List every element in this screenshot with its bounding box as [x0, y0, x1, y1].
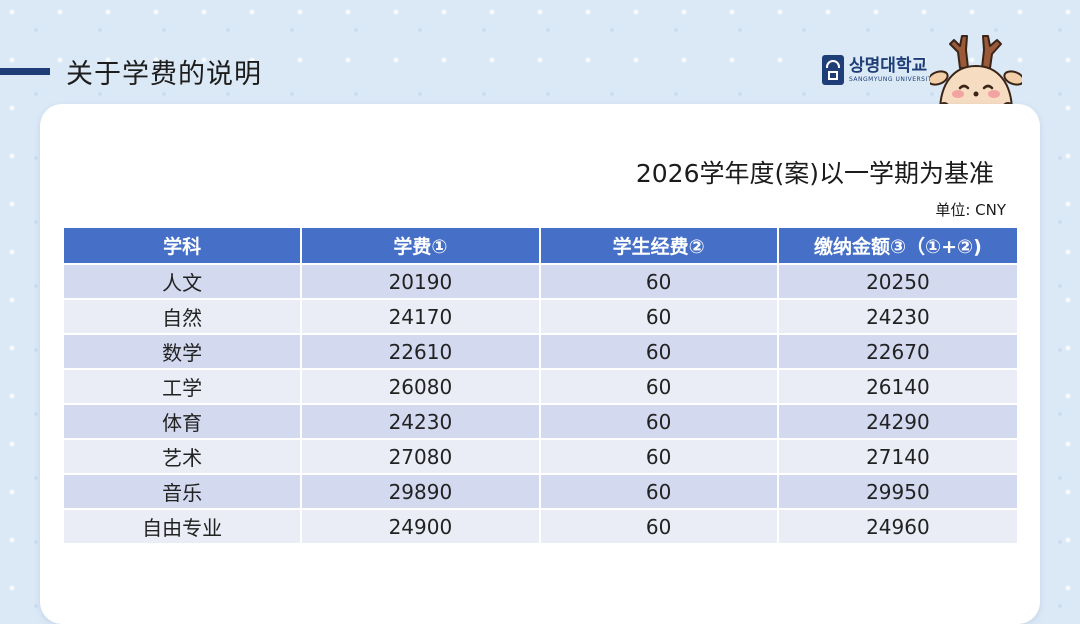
cell-tuition: 29890: [302, 473, 541, 508]
cell-major: 音乐: [64, 473, 303, 508]
cell-major: 体育: [64, 403, 303, 438]
table-row: 音乐 29890 60 29950: [64, 473, 1017, 508]
cell-tuition: 24900: [302, 508, 541, 543]
column-header-tuition: 学费①: [302, 228, 541, 263]
cell-tuition: 24230: [302, 403, 541, 438]
cell-total: 27140: [778, 438, 1017, 473]
column-header-major: 学科: [64, 228, 303, 263]
cell-tuition: 22610: [302, 333, 541, 368]
cell-major: 工学: [64, 368, 303, 403]
university-logo: 상명대학교 SANGMYUNG UNIVERSITY: [822, 55, 936, 85]
cell-student-fee: 60: [540, 368, 779, 403]
logo-text: 상명대학교 SANGMYUNG UNIVERSITY: [849, 55, 937, 83]
cell-total: 22670: [778, 333, 1017, 368]
cell-total: 20250: [778, 263, 1017, 298]
cell-major: 艺术: [64, 438, 303, 473]
cell-student-fee: 60: [540, 508, 779, 543]
cell-student-fee: 60: [540, 298, 779, 333]
cell-student-fee: 60: [540, 403, 779, 438]
page-title: 关于学费的说明: [66, 59, 262, 90]
cell-total: 26140: [778, 368, 1017, 403]
column-header-total: 缴纳金额③（①+②): [778, 228, 1017, 263]
table-subtitle: 2026学年度(案)以一学期为基准: [635, 159, 994, 188]
column-header-student-fee: 学生经费②: [540, 228, 779, 263]
university-emblem-icon: [822, 55, 844, 85]
table-row: 体育 24230 60 24290: [64, 403, 1017, 438]
logo-name: 상명대학교: [849, 55, 928, 76]
table-header-row: 学科 学费① 学生经费② 缴纳金额③（①+②): [64, 228, 1017, 263]
cell-student-fee: 60: [540, 473, 779, 508]
content-card: 2026学年度(案)以一学期为基准 单位: CNY 学科 学费① 学生经费② 缴…: [40, 104, 1040, 624]
cell-major: 数学: [64, 333, 303, 368]
cell-major: 人文: [64, 263, 303, 298]
table-row: 工学 26080 60 26140: [64, 368, 1017, 403]
deer-mascot-icon: [930, 35, 1022, 112]
cell-student-fee: 60: [540, 263, 779, 298]
table-row: 数学 22610 60 22670: [64, 333, 1017, 368]
table-row: 人文 20190 60 20250: [64, 263, 1017, 298]
cell-total: 24290: [778, 403, 1017, 438]
table-row: 自然 24170 60 24230: [64, 298, 1017, 333]
cell-student-fee: 60: [540, 333, 779, 368]
table-row: 自由专业 24900 60 24960: [64, 508, 1017, 543]
cell-major: 自然: [64, 298, 303, 333]
cell-tuition: 27080: [302, 438, 541, 473]
tuition-table: 学科 学费① 学生经费② 缴纳金额③（①+②) 人文 20190 60 2025…: [64, 228, 1017, 543]
logo-subtitle: SANGMYUNG UNIVERSITY: [849, 75, 937, 83]
cell-tuition: 26080: [302, 368, 541, 403]
title-accent-bar: [0, 68, 50, 75]
cell-student-fee: 60: [540, 438, 779, 473]
table-row: 艺术 27080 60 27140: [64, 438, 1017, 473]
cell-total: 24960: [778, 508, 1017, 543]
cell-tuition: 20190: [302, 263, 541, 298]
unit-label: 单位: CNY: [935, 201, 1006, 219]
cell-tuition: 24170: [302, 298, 541, 333]
cell-total: 29950: [778, 473, 1017, 508]
cell-total: 24230: [778, 298, 1017, 333]
cell-major: 自由专业: [64, 508, 303, 543]
